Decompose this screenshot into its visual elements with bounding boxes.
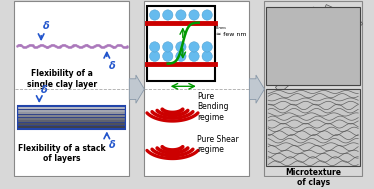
Bar bbox=[266, 7, 360, 85]
Bar bbox=[280, 39, 294, 58]
Circle shape bbox=[176, 10, 186, 20]
Circle shape bbox=[150, 10, 160, 20]
Bar bbox=[277, 69, 296, 77]
Bar bbox=[144, 1, 249, 176]
Text: δ: δ bbox=[41, 85, 48, 95]
Bar bbox=[264, 1, 362, 176]
Bar bbox=[269, 26, 287, 34]
FancyArrow shape bbox=[129, 75, 144, 103]
Circle shape bbox=[189, 42, 199, 52]
Circle shape bbox=[202, 51, 212, 61]
Text: δ: δ bbox=[43, 21, 50, 31]
Text: Flexibility of a stack
of layers: Flexibility of a stack of layers bbox=[18, 143, 105, 163]
Bar bbox=[280, 44, 297, 61]
Bar bbox=[266, 89, 360, 166]
Text: Pure Shear
regime: Pure Shear regime bbox=[197, 135, 239, 154]
Circle shape bbox=[163, 42, 173, 52]
Text: Flexibility of a
single clay layer: Flexibility of a single clay layer bbox=[27, 69, 97, 89]
FancyArrow shape bbox=[249, 75, 264, 103]
Bar bbox=[14, 1, 129, 176]
Bar bbox=[326, 42, 345, 71]
Text: tₜᵣₐₙₛ: tₜᵣₐₙₛ bbox=[216, 25, 227, 30]
Circle shape bbox=[163, 10, 173, 20]
Bar bbox=[327, 46, 352, 63]
Text: Microtexture
of clays: Microtexture of clays bbox=[285, 168, 341, 187]
Circle shape bbox=[163, 51, 173, 61]
Bar bbox=[280, 28, 299, 56]
Bar bbox=[18, 106, 125, 129]
Bar bbox=[275, 71, 299, 93]
Bar bbox=[310, 35, 326, 48]
Circle shape bbox=[202, 42, 212, 52]
Text: δ: δ bbox=[109, 140, 116, 150]
Bar bbox=[314, 43, 341, 54]
Text: ≈ few nm: ≈ few nm bbox=[216, 32, 246, 37]
Bar bbox=[282, 53, 307, 69]
Bar bbox=[147, 6, 215, 81]
Circle shape bbox=[150, 51, 160, 61]
Bar bbox=[324, 5, 345, 19]
Bar bbox=[297, 14, 318, 30]
Bar bbox=[316, 47, 332, 65]
Text: Pure
Bending
regime: Pure Bending regime bbox=[197, 92, 229, 122]
Text: δ: δ bbox=[109, 61, 116, 71]
Bar bbox=[273, 27, 294, 36]
Circle shape bbox=[189, 10, 199, 20]
Bar bbox=[327, 39, 347, 62]
Bar bbox=[319, 45, 335, 61]
Circle shape bbox=[176, 51, 186, 61]
Circle shape bbox=[202, 10, 212, 20]
Bar bbox=[288, 7, 316, 22]
Circle shape bbox=[150, 42, 160, 52]
Bar bbox=[328, 45, 346, 53]
Circle shape bbox=[189, 51, 199, 61]
Circle shape bbox=[176, 42, 186, 52]
Bar bbox=[346, 19, 363, 35]
